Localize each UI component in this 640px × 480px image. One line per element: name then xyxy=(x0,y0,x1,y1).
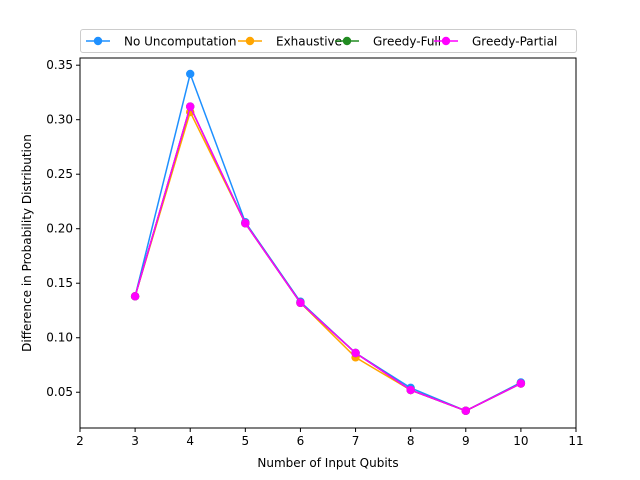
legend-label: Greedy-Full xyxy=(373,35,441,49)
data-point xyxy=(130,292,140,301)
plot-frame xyxy=(79,57,577,429)
series-no-uncomputation xyxy=(130,69,526,415)
x-axis-label: Number of Input Qubits xyxy=(257,456,398,470)
data-point xyxy=(516,379,526,388)
legend-marker xyxy=(93,36,103,46)
y-axis-label: Difference in Probability Distribution xyxy=(20,134,34,352)
series-greedy-full xyxy=(130,102,526,415)
legend-label: Greedy-Partial xyxy=(472,35,557,49)
legend-marker xyxy=(342,36,352,46)
legend-label: No Uncomputation xyxy=(124,35,236,49)
y-tick-label: 0.35 xyxy=(46,58,73,72)
legend-entry: No Uncomputation xyxy=(86,35,236,49)
x-tick-label: 9 xyxy=(462,434,470,448)
x-tick-label: 6 xyxy=(297,434,305,448)
series-greedy-partial xyxy=(130,102,526,415)
legend-frame xyxy=(80,29,577,53)
legend: No Uncomputation Exhaustive Greedy-Full Gre… xyxy=(80,29,577,53)
x-tick-label: 2 xyxy=(76,434,84,448)
legend-marker xyxy=(441,36,451,46)
y-tick-label: 0.15 xyxy=(46,276,73,290)
data-point xyxy=(351,348,360,358)
x-tick-label: 10 xyxy=(513,434,528,448)
legend-marker xyxy=(245,36,255,46)
series-line xyxy=(134,104,522,412)
x-tick-label: 8 xyxy=(407,434,415,448)
data-point xyxy=(186,69,195,79)
y-tick-label: 0.20 xyxy=(46,222,73,236)
legend-entry: Greedy-Partial xyxy=(434,35,557,49)
y-tick-label: 0.30 xyxy=(46,113,73,127)
x-tick-label: 3 xyxy=(131,434,139,448)
axis-ticks: 2 3 4 5 6 7 8 9 10 11 0.05 0.10 0.15 0.20 0.25 0.30 0.35 xyxy=(46,58,583,448)
y-tick-label: 0.25 xyxy=(46,167,73,181)
x-tick-label: 7 xyxy=(352,434,360,448)
data-point xyxy=(461,406,470,415)
series-line xyxy=(134,71,522,412)
legend-entry: Greedy-Full xyxy=(335,35,441,49)
series-line xyxy=(134,110,522,412)
series-exhaustive xyxy=(130,107,526,415)
y-tick-label: 0.10 xyxy=(46,331,73,345)
x-tick-label: 4 xyxy=(186,434,194,448)
x-tick-label: 11 xyxy=(568,434,583,448)
data-point xyxy=(296,298,305,308)
data-point xyxy=(186,102,195,111)
x-tick-label: 5 xyxy=(242,434,250,448)
y-tick-label: 0.05 xyxy=(46,385,73,399)
data-point xyxy=(406,385,415,395)
legend-label: Exhaustive xyxy=(276,35,342,49)
data-point xyxy=(241,219,250,228)
legend-entry: Exhaustive xyxy=(238,35,342,49)
series-layer xyxy=(130,69,526,415)
series-line xyxy=(134,104,522,412)
